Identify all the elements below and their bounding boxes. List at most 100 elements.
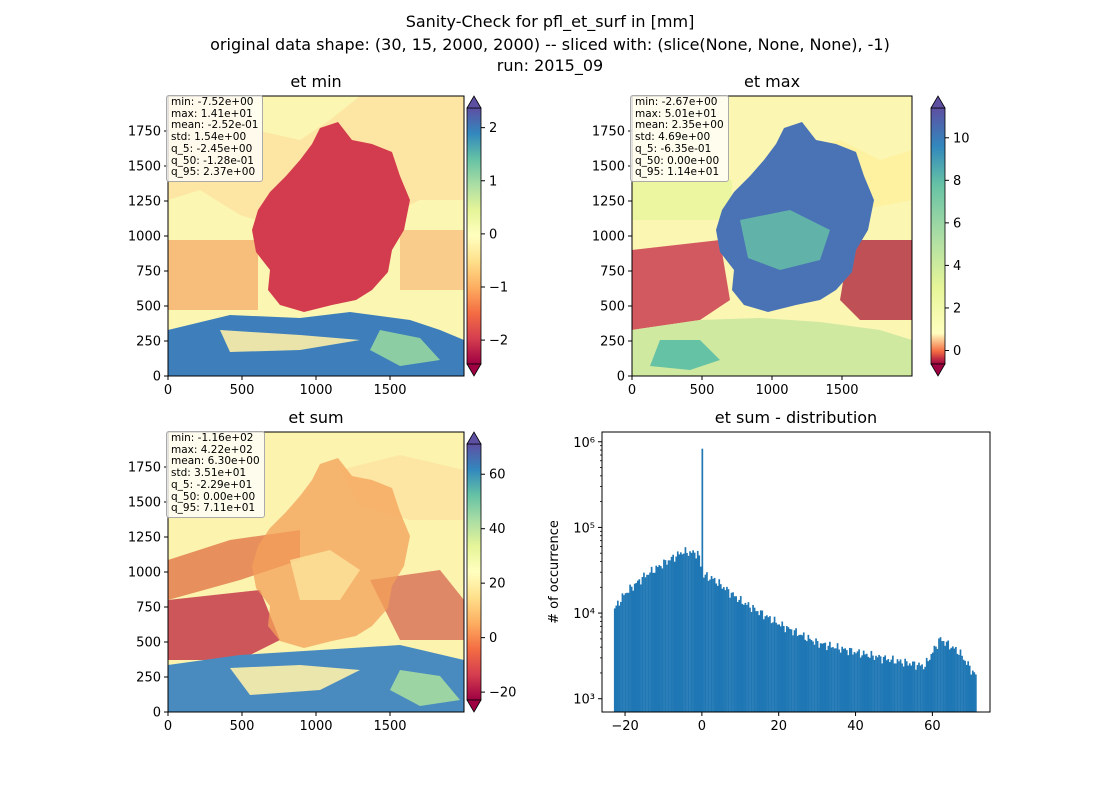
stat-line: std: 4.69e+00: [635, 131, 711, 144]
stats-box-et-min: min: -7.52e+00 max: 1.41e+01 mean: -2.52…: [166, 95, 264, 182]
hist-bar: [908, 663, 911, 712]
hist-bar: [729, 597, 731, 712]
colorbar-tick-label: −2: [489, 334, 508, 349]
hist-bar: [663, 559, 665, 712]
map-ytick-label: 500: [136, 300, 161, 315]
map-ytick-label: 1250: [128, 531, 161, 546]
hist-bar: [761, 610, 764, 712]
hist-bar: [749, 607, 751, 712]
colorbar-tick-label: 40: [489, 522, 506, 537]
hist-bar: [629, 584, 631, 712]
hist-bar: [918, 662, 920, 712]
map-xtick-label: 1000: [755, 383, 788, 398]
hist-bar: [775, 622, 777, 712]
hist-ytick-label: 10⁶: [573, 436, 595, 451]
hist-bar: [864, 654, 867, 712]
hist-bar: [759, 610, 762, 712]
hist-xtick-label: 60: [924, 719, 941, 734]
hist-bar: [822, 643, 825, 712]
hist-bar: [713, 577, 716, 712]
map-ytick-label: 0: [153, 706, 161, 721]
colorbar-tick-label: −1: [489, 280, 508, 295]
hist-bars: [613, 448, 977, 712]
hist-bar: [905, 661, 908, 712]
hist-bar: [824, 642, 827, 712]
hist-bar: [890, 659, 893, 712]
hist-bar: [660, 566, 662, 712]
colorbar-tick-label: 8: [953, 174, 961, 189]
map-ytick-label: 250: [600, 335, 625, 350]
hist-bar: [658, 564, 661, 712]
hist-bar: [953, 648, 956, 712]
stat-line: q_50: 0.00e+00: [635, 154, 720, 167]
stat-line: mean: 6.30e+00: [171, 455, 260, 468]
hist-bar: [847, 655, 850, 712]
hist-bar: [875, 655, 877, 712]
stat-line: q_50: 0.00e+00: [171, 490, 256, 503]
hist-bar: [781, 621, 784, 712]
hist-bar: [650, 566, 653, 712]
map-et-sum: 0 500 1000 1500 0 250 500 750 1000 1250 1500 1750 −…: [128, 431, 516, 734]
hist-bar: [681, 554, 684, 712]
hist-bar: [870, 650, 873, 712]
map-ytick-label: 1500: [592, 160, 625, 175]
hist-bar: [633, 583, 636, 712]
hist-bar: [703, 577, 705, 712]
hist-bar: [744, 602, 747, 712]
hist-bar: [792, 635, 794, 712]
hist-bar: [782, 625, 785, 712]
hist-bar: [844, 648, 847, 712]
map-xtick-label: 1000: [299, 383, 332, 398]
hist-bar: [893, 663, 896, 712]
hist-bar: [829, 641, 831, 712]
hist-bar: [816, 641, 819, 712]
hist-bar: [815, 638, 817, 712]
hist-bar: [939, 637, 942, 712]
hist-bar: [695, 558, 698, 712]
hist-bar: [901, 663, 903, 712]
hist-bar: [861, 655, 863, 712]
hist-bar: [723, 587, 725, 712]
hist-bar: [623, 595, 625, 712]
colorbar-tick-label: 1: [489, 174, 497, 189]
colorbar-tick-label: −20: [489, 686, 516, 701]
hist-bar: [916, 665, 919, 712]
hist-bar: [902, 666, 905, 712]
stat-line: q_5: -6.35e-01: [635, 142, 712, 155]
hist-bar: [958, 654, 960, 712]
stats-box-et-max: min: -2.67e+00 max: 5.01e+01 mean: 2.35e…: [630, 95, 729, 182]
hist-bar: [770, 623, 773, 712]
hist-bar: [635, 582, 638, 712]
hist-axes: −20 0 20 40 60 10³ 10⁴ 10⁵ 10⁶: [573, 436, 940, 734]
hist-bar: [726, 586, 728, 712]
colorbar-et-max-bar: [930, 107, 946, 365]
hist-bar: [786, 626, 788, 712]
figure-title-line-1: Sanity-Check for pfl_et_surf in [mm]: [405, 12, 695, 31]
hist-bar: [872, 655, 874, 712]
colorbar-tick-label: 0: [489, 631, 497, 646]
hist-bar: [709, 579, 711, 712]
map-ytick-label: 1750: [128, 461, 161, 476]
hist-bar: [907, 665, 910, 712]
map-ytick-label: 1000: [592, 230, 625, 245]
stat-line: q_95: 1.14e+01: [635, 166, 720, 179]
hist-xtick-label: 40: [847, 719, 864, 734]
hist-bar: [950, 647, 953, 712]
hist-bar: [938, 638, 940, 712]
colorbar-tick-label: 6: [953, 216, 961, 231]
hist-bar: [799, 634, 802, 712]
hist-bar: [687, 555, 690, 712]
hist-bar: [793, 630, 796, 712]
map-ytick-label: 1250: [128, 195, 161, 210]
hist-xtick-label: 0: [698, 719, 706, 734]
hist-bar: [795, 628, 797, 712]
hist-bar: [638, 579, 641, 712]
hist-bar: [924, 666, 926, 712]
hist-bar: [858, 649, 860, 712]
hist-bar: [707, 580, 710, 712]
map-xtick-label: 1500: [825, 383, 858, 398]
stats-box-et-sum: min: -1.16e+02 max: 4.22e+02 mean: 6.30e…: [166, 431, 265, 518]
hist-bar: [724, 590, 727, 712]
hist-bar: [919, 665, 922, 712]
